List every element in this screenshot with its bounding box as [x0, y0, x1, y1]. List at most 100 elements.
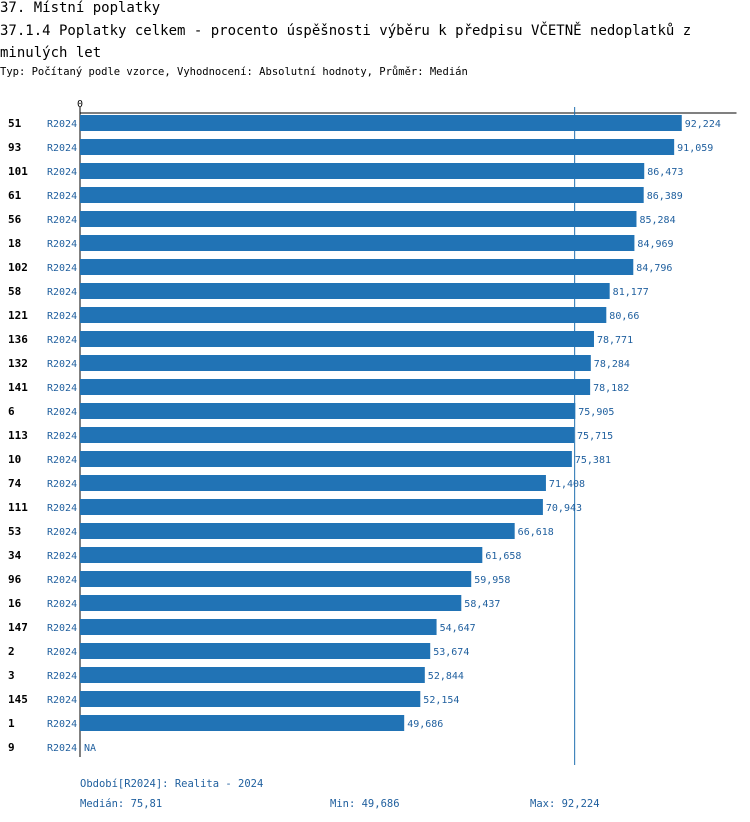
bar [80, 403, 576, 419]
footer-min: Min: 49,686 [330, 798, 400, 810]
row-id-label: 53 [8, 525, 21, 538]
bar [80, 571, 472, 587]
row-period-label: R2024 [47, 647, 77, 658]
row-id-label: 121 [8, 309, 28, 322]
chart-type-line: Typ: Počítaný podle vzorce, Vyhodnocení:… [0, 66, 468, 78]
row-id-label: 6 [8, 405, 15, 418]
row-period-label: R2024 [47, 143, 77, 154]
bar-value-label: 52,844 [428, 671, 464, 682]
row-id-label: 136 [8, 333, 28, 346]
row-period-label: R2024 [47, 551, 77, 562]
bar-value-label: 75,905 [578, 407, 614, 418]
bar [80, 379, 591, 395]
row-id-label: 9 [8, 741, 15, 754]
row-period-label: R2024 [47, 215, 77, 226]
row-period-label: R2024 [47, 599, 77, 610]
row-period-label: R2024 [47, 359, 77, 370]
footer-max: Max: 92,224 [530, 798, 600, 810]
bar-value-label: 86,389 [647, 191, 683, 202]
row-id-label: 61 [8, 189, 22, 202]
row-id-label: 51 [8, 117, 22, 130]
row-period-label: R2024 [47, 719, 77, 730]
bar [80, 691, 421, 707]
bar-value-label: 75,381 [575, 455, 611, 466]
bar [80, 667, 425, 683]
row-period-label: R2024 [47, 191, 77, 202]
bar-value-label: 54,647 [440, 623, 476, 634]
footer-median: Medián: 75,81 [80, 798, 163, 810]
bar [80, 187, 644, 203]
bar-value-label: 49,686 [407, 719, 443, 730]
bar-value-label: 61,658 [485, 551, 521, 562]
bar [80, 547, 483, 563]
row-id-label: 2 [8, 645, 15, 658]
bar [80, 499, 543, 515]
row-period-label: R2024 [47, 287, 77, 298]
bar [80, 619, 437, 635]
row-period-label: R2024 [47, 743, 77, 754]
row-period-label: R2024 [47, 119, 77, 130]
bar-value-label: 58,437 [464, 599, 500, 610]
bar-value-label: 81,177 [613, 287, 649, 298]
row-period-label: R2024 [47, 311, 77, 322]
bar [80, 235, 635, 251]
bar [80, 331, 594, 347]
row-id-label: 111 [8, 501, 28, 514]
bar [80, 139, 675, 155]
bar-value-label: 78,771 [597, 335, 633, 346]
row-period-label: R2024 [47, 695, 77, 706]
row-period-label: R2024 [47, 527, 77, 538]
bar-value-label: 80,66 [609, 311, 639, 322]
row-id-label: 16 [8, 597, 22, 610]
chart-subtitle: 37.1.4 Poplatky celkem - procento úspěšn… [0, 23, 692, 61]
bar-value-label: 91,059 [677, 143, 713, 154]
row-id-label: 58 [8, 285, 21, 298]
bar-value-label: 75,715 [577, 431, 613, 442]
bar-value-label: 78,284 [594, 359, 630, 370]
bar [80, 259, 634, 275]
row-period-label: R2024 [47, 575, 77, 586]
row-period-label: R2024 [47, 503, 77, 514]
bar-value-label: 66,618 [518, 527, 554, 538]
row-id-label: 113 [8, 429, 28, 442]
row-id-label: 34 [8, 549, 22, 562]
row-id-label: 96 [8, 573, 22, 586]
row-period-label: R2024 [47, 263, 77, 274]
row-id-label: 3 [8, 669, 15, 682]
row-id-label: 18 [8, 237, 21, 250]
bar-value-label: 84,969 [637, 239, 673, 250]
bar-value-label: 84,796 [636, 263, 672, 274]
row-period-label: R2024 [47, 671, 77, 682]
bar [80, 211, 637, 227]
bar-value-label: 78,182 [593, 383, 629, 394]
row-id-label: 141 [8, 381, 28, 394]
bar [80, 475, 546, 491]
row-period-label: R2024 [47, 239, 77, 250]
row-period-label: R2024 [47, 455, 77, 466]
row-period-label: R2024 [47, 383, 77, 394]
row-period-label: R2024 [47, 479, 77, 490]
footer-period-note: Období[R2024]: Realita - 2024 [80, 778, 264, 790]
bar-value-label: 92,224 [685, 119, 721, 130]
row-id-label: 93 [8, 141, 21, 154]
row-period-label: R2024 [47, 623, 77, 634]
row-id-label: 102 [8, 261, 28, 274]
bar [80, 307, 607, 323]
bar [80, 355, 591, 371]
row-period-label: R2024 [47, 167, 77, 178]
bar-value-label: 70,943 [546, 503, 582, 514]
bar [80, 427, 575, 443]
row-id-label: 101 [8, 165, 28, 178]
row-id-label: 74 [8, 477, 22, 490]
chart-title: 37. Místní poplatky [0, 0, 161, 16]
bar-value-label: 85,284 [639, 215, 675, 226]
row-period-label: R2024 [47, 431, 77, 442]
bar [80, 595, 462, 611]
row-id-label: 10 [8, 453, 21, 466]
axis-zero-label: 0 [77, 99, 83, 110]
row-id-label: 56 [8, 213, 22, 226]
bar [80, 163, 645, 179]
bar [80, 451, 572, 467]
row-id-label: 132 [8, 357, 28, 370]
